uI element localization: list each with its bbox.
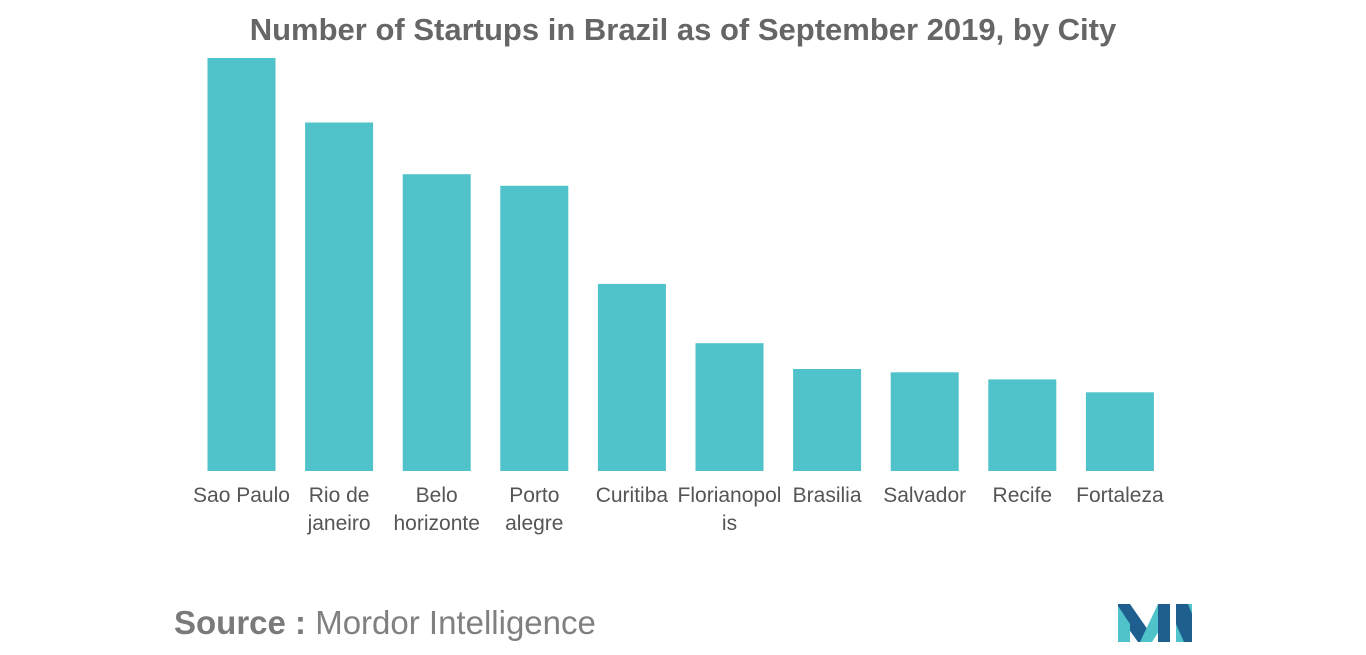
- bar: [207, 58, 276, 471]
- x-tick-label: Porto alegre: [505, 484, 563, 535]
- x-tick-label: Curitiba: [596, 484, 669, 507]
- bar: [890, 372, 959, 471]
- mordor-intelligence-logo-icon: [1118, 604, 1192, 642]
- x-tick-label: Fortaleza: [1076, 484, 1164, 507]
- x-tick-label: Rio de janeiro: [307, 484, 371, 535]
- bar: [695, 343, 764, 471]
- bar: [402, 174, 471, 471]
- bar: [1085, 392, 1154, 471]
- source-attribution: Source : Mordor Intelligence: [174, 604, 596, 642]
- bar: [597, 283, 666, 471]
- x-tick-label: Brasilia: [793, 484, 862, 507]
- bar: [500, 185, 569, 472]
- bar-chart: Sao Paulo Rio de janeiro Belo horizonte Porto…: [193, 58, 1164, 535]
- bar: [793, 369, 862, 471]
- bar: [305, 122, 374, 471]
- x-tick-label: Recife: [993, 484, 1053, 507]
- x-tick-label: Belo horizonte: [394, 484, 480, 535]
- x-tick-label: Sao Paulo: [193, 484, 290, 507]
- bar: [988, 379, 1057, 471]
- chart-title: Number of Startups in Brazil as of Septe…: [249, 12, 1117, 47]
- source-label: Source :: [174, 604, 307, 641]
- x-tick-label: Salvador: [883, 484, 966, 507]
- source-value: Mordor Intelligence: [315, 604, 596, 641]
- x-tick-label: Florianopol is: [678, 484, 782, 535]
